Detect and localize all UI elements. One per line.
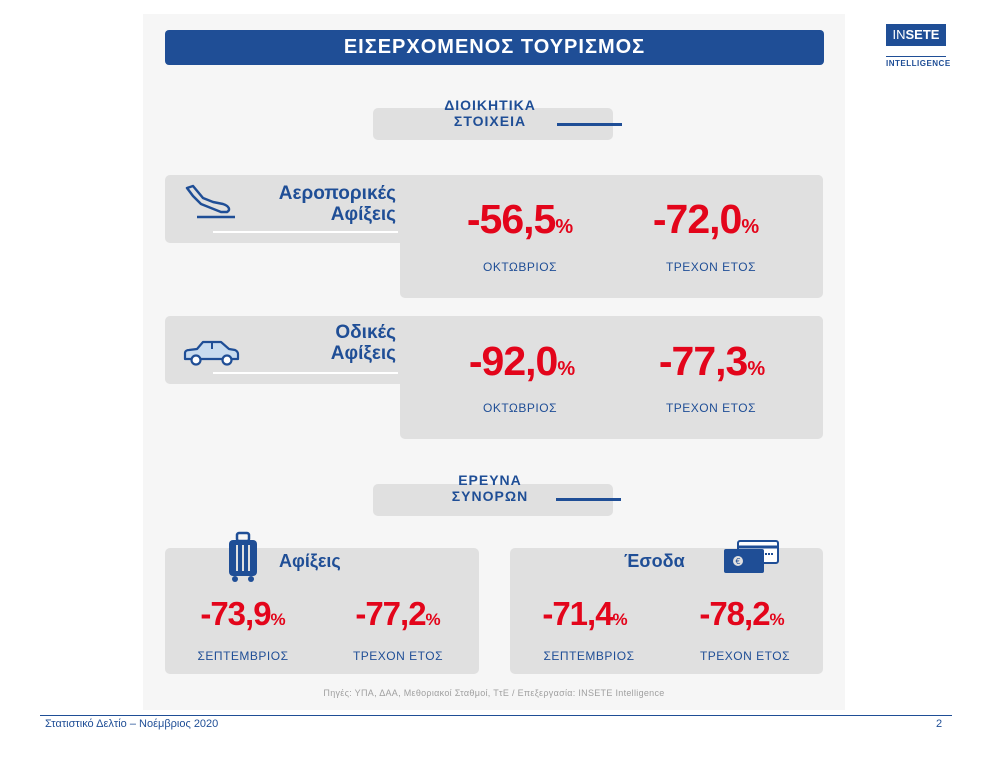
air-values-bg xyxy=(400,175,823,298)
section-heading-admin: ΔΙΟΙΚΗΤΙΚΑ ΣΤΟΙΧΕΙΑ xyxy=(444,97,536,129)
air-arrivals-title: Αεροπορικές Αφίξεις xyxy=(278,183,396,225)
air-ytd-label: ΤΡΕΧΟΝ ΕΤΟΣ xyxy=(665,260,757,274)
road-month-value: -92,0% xyxy=(468,338,576,384)
row-divider xyxy=(213,372,398,374)
air-ytd-value: -72,0% xyxy=(652,196,760,242)
footer-title: Στατιστικό Δελτίο – Νοέμβριος 2020 xyxy=(45,718,219,730)
source-note: Πηγές: ΥΠΑ, ΔΑΑ, Μεθοριακοί Σταθμοί, ΤτΕ… xyxy=(323,688,665,698)
survey-arrivals-ytd-value: -77,2% xyxy=(355,595,441,632)
survey-arrivals-month-label: ΣΕΠΤΕΜΒΡΙΟΣ xyxy=(197,649,289,663)
survey-revenue-month-value: -71,4% xyxy=(542,595,628,632)
page-title: ΕΙΣΕΡΧΟΜΕΝΟΣ ΤΟΥΡΙΣΜΟΣ xyxy=(165,30,824,65)
air-month-label: ΟΚΤΩΒΡΙΟΣ xyxy=(482,260,557,274)
survey-arrivals-box xyxy=(165,548,479,674)
section-heading-survey: ΕΡΕΥΝΑ ΣΥΝΟΡΩΝ xyxy=(451,472,529,504)
section-underline xyxy=(556,498,621,501)
survey-arrivals-month-value: -73,9% xyxy=(200,595,286,632)
survey-revenue-box xyxy=(510,548,823,674)
svg-text:€: € xyxy=(735,557,740,566)
footer-divider xyxy=(40,715,952,716)
air-month-value: -56,5% xyxy=(466,196,574,242)
plane-landing-icon xyxy=(185,184,235,219)
road-ytd-value: -77,3% xyxy=(658,338,766,384)
road-arrivals-title: Οδικές Αφίξεις xyxy=(330,322,396,364)
survey-revenue-ytd-label: ΤΡΕΧΟΝ ΕΤΟΣ xyxy=(699,649,791,663)
suitcase-icon xyxy=(229,531,257,582)
section-underline xyxy=(557,123,622,126)
survey-revenue-title: Έσοδα xyxy=(624,551,685,571)
road-values-bg xyxy=(400,316,823,439)
survey-arrivals-ytd-label: ΤΡΕΧΟΝ ΕΤΟΣ xyxy=(352,649,444,663)
survey-arrivals-title: Αφίξεις xyxy=(279,551,341,571)
survey-revenue-month-label: ΣΕΠΤΕΜΒΡΙΟΣ xyxy=(543,649,635,663)
road-ytd-label: ΤΡΕΧΟΝ ΕΤΟΣ xyxy=(665,401,757,415)
survey-revenue-ytd-value: -78,2% xyxy=(699,595,785,632)
row-divider xyxy=(213,231,398,233)
car-icon xyxy=(183,340,240,366)
credit-card-icon: € xyxy=(724,540,779,573)
road-month-label: ΟΚΤΩΒΡΙΟΣ xyxy=(482,401,557,415)
insete-logo: INSETE INTELLIGENCE xyxy=(886,24,950,68)
page-number: 2 xyxy=(936,718,943,730)
